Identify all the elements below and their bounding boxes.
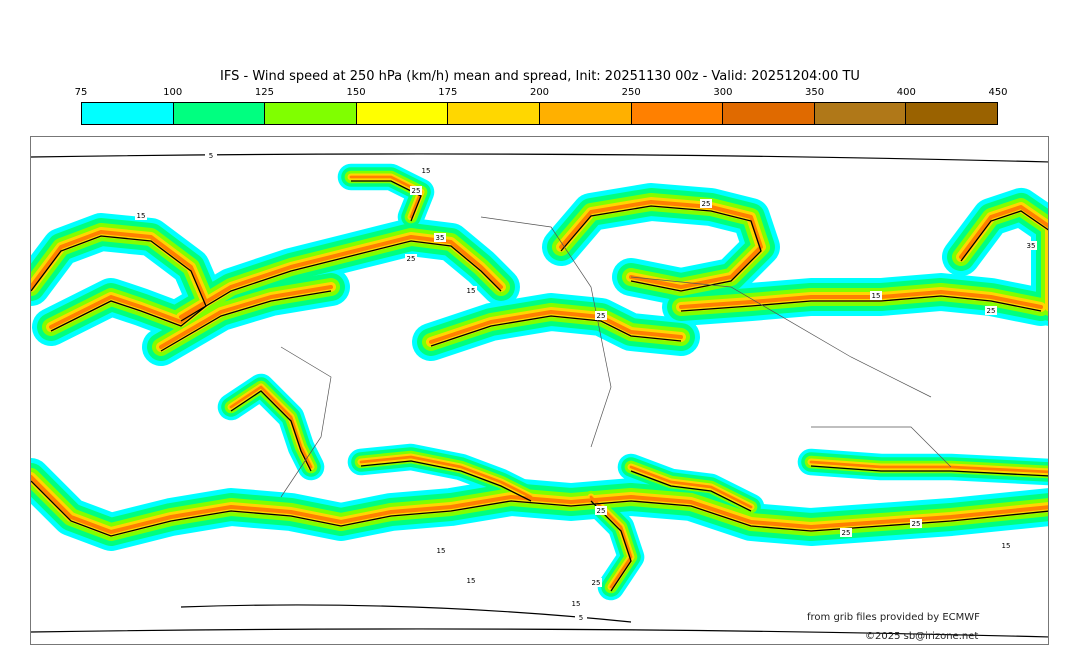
colorbar-swatch	[448, 103, 540, 124]
colorbar-swatch	[723, 103, 815, 124]
coastline	[811, 426, 952, 468]
contour-label-bg	[135, 211, 147, 220]
wind-map-svg: 15 25 35 15 25 25 15 25 35 15 25 25 15 25 15 5 5 15 25 25 15	[31, 151, 1048, 638]
contour-label: 15	[467, 287, 476, 295]
spread-contour	[351, 180, 422, 222]
contour-label-bg	[465, 576, 477, 585]
contour-label-bg	[590, 578, 602, 587]
colorbar-tick-label: 175	[438, 87, 458, 98]
wind-speed-band	[809, 460, 1048, 474]
colorbar-tick-label: 75	[74, 87, 88, 98]
spread-contour	[31, 628, 1048, 638]
spread-contour	[680, 295, 1042, 312]
colorbar-swatch	[906, 103, 997, 124]
spread-contour	[31, 480, 1048, 537]
colorbar-tick-label: 350	[805, 87, 825, 98]
contour-label-bg	[405, 254, 417, 263]
contour-label-bg	[595, 506, 607, 515]
contour-label-bg	[985, 306, 997, 315]
colorbar-tick-label: 200	[529, 87, 550, 98]
colorbar-swatch	[265, 103, 357, 124]
contour-label: 15	[872, 292, 881, 300]
colorbar-swatch	[539, 103, 632, 124]
contour-label: 25	[987, 307, 996, 315]
colorbar-swatch	[173, 103, 266, 124]
spread-contour	[31, 153, 1048, 163]
wind-speed-band	[349, 175, 423, 219]
colorbar-tick-label: 450	[988, 87, 1008, 98]
contour-label: 15	[572, 600, 581, 608]
contour-label-bg	[1025, 241, 1037, 250]
wind-speed-band	[629, 465, 753, 509]
coastline	[480, 216, 612, 448]
contour-label: 15	[467, 577, 476, 585]
contour-label-bg	[205, 151, 217, 160]
spread-contour	[630, 470, 752, 512]
spread-contour	[180, 240, 502, 322]
spread-contour	[180, 604, 632, 623]
contour-label: 25	[407, 255, 416, 263]
spread-contour	[230, 390, 312, 472]
colorbar-swatch	[631, 103, 724, 124]
contour-label: 25	[912, 520, 921, 528]
colorbar-tick-label: 300	[713, 87, 733, 98]
contour-label-bg	[840, 528, 852, 537]
colorbar-tick-label: 400	[896, 87, 916, 98]
wind-speed-band	[959, 205, 1048, 307]
contour-label: 35	[1027, 242, 1036, 250]
contour-label: 25	[702, 200, 711, 208]
contour-label-bg	[570, 599, 582, 608]
contour-label: 25	[592, 579, 601, 587]
spread-contour	[810, 465, 1048, 477]
wind-speed-band	[159, 285, 333, 349]
coastline	[280, 346, 332, 498]
contour-label: 25	[597, 312, 606, 320]
contour-label-bg	[1000, 541, 1012, 550]
contour-label: 15	[437, 547, 446, 555]
wind-speed-band	[359, 455, 533, 499]
colorbar	[81, 102, 998, 125]
contour-label-bg	[595, 311, 607, 320]
colorbar-tick-label: 125	[254, 87, 274, 98]
contour-label-bg	[465, 286, 477, 295]
wind-speed-band	[229, 385, 313, 469]
contour-label: 25	[412, 187, 421, 195]
spread-contour	[360, 460, 532, 502]
copyright: ©2025 sb@irizone.net	[865, 631, 979, 642]
wind-speed-band	[429, 310, 683, 344]
spread-contour	[590, 500, 632, 592]
contour-label-bg	[910, 519, 922, 528]
contour-label: 35	[436, 234, 445, 242]
contour-label-bg	[575, 613, 587, 622]
coastline	[630, 276, 932, 398]
wind-speed-band	[31, 475, 1048, 534]
contour-label: 15	[422, 167, 431, 175]
spread-contour	[160, 290, 332, 352]
contour-label: 15	[137, 212, 146, 220]
source-credit: from grib files provided by ECMWF	[807, 612, 980, 623]
contour-label-bg	[435, 546, 447, 555]
contour-label-bg	[700, 199, 712, 208]
colorbar-tick-label: 100	[163, 87, 183, 98]
colorbar-tick-label: 150	[346, 87, 366, 98]
contour-label: 25	[842, 529, 851, 537]
contour-label-bg	[410, 186, 422, 195]
contour-label: 15	[1002, 542, 1011, 550]
contour-label: 5	[209, 152, 213, 160]
spread-contour	[560, 205, 762, 292]
wind-map[interactable]: 15 25 35 15 25 25 15 25 35 15 25 25 15 25 15 5 5 15 25 25 15	[30, 136, 1049, 645]
contour-label: 5	[579, 614, 583, 622]
colorbar-swatch	[82, 103, 174, 124]
chart-title: IFS - Wind speed at 250 hPa (km/h) mean …	[220, 69, 860, 84]
colorbar-swatch	[814, 103, 907, 124]
spread-contour	[960, 210, 1048, 262]
colorbar-swatch	[356, 103, 449, 124]
colorbar-tick-label: 250	[621, 87, 641, 98]
contour-label-bg	[420, 166, 432, 175]
contour-label-bg	[434, 233, 446, 242]
contour-label: 25	[597, 507, 606, 515]
spread-contour	[430, 315, 682, 347]
wind-speed-band	[179, 235, 503, 319]
contour-label-bg	[870, 291, 882, 300]
